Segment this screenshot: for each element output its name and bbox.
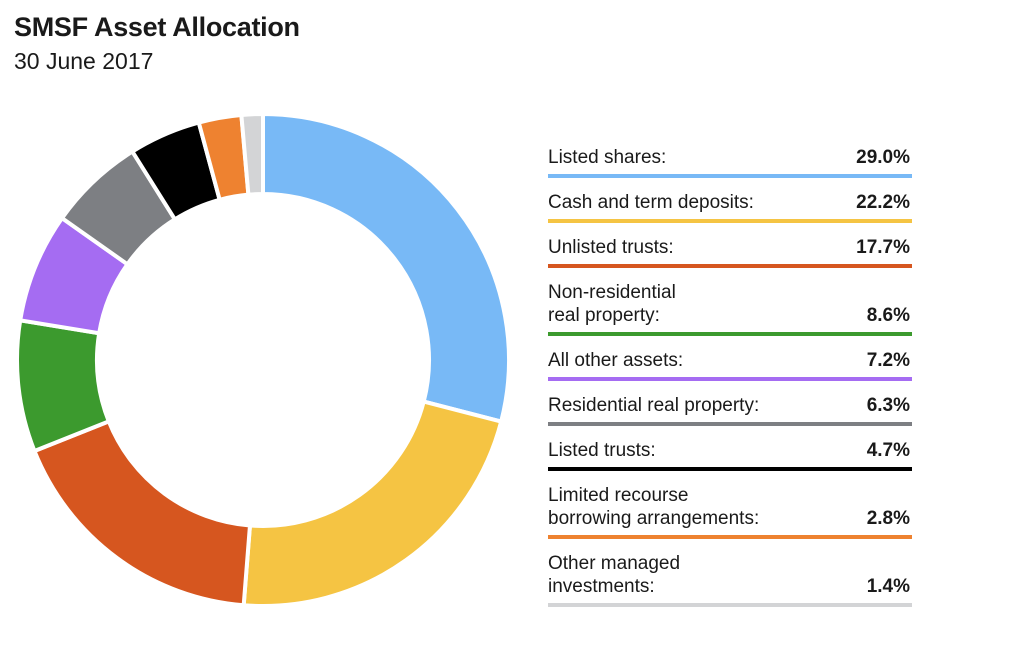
legend-value: 7.2% <box>866 350 910 371</box>
legend-label: Other managed investments: <box>548 553 681 597</box>
legend-label: Unlisted trusts: <box>548 237 674 258</box>
legend-item-1: Listed shares: 29.0% <box>548 140 912 178</box>
legend-value: 29.0% <box>856 147 910 168</box>
donut-slice-3 <box>31 418 253 608</box>
legend-label: Listed trusts: <box>548 440 656 461</box>
donut-slice-2 <box>241 399 504 608</box>
legend-label: Cash and term deposits: <box>548 192 754 213</box>
legend-item-3: Unlisted trusts: 17.7% <box>548 230 912 268</box>
legend-item-4: Non-residential real property: 8.6% <box>548 275 912 336</box>
legend-value: 8.6% <box>866 305 910 326</box>
legend-item-8: Limited recourse borrowing arrangements:… <box>548 478 912 539</box>
legend-item-9: Other managed investments: 1.4% <box>548 546 912 607</box>
chart-subtitle: 30 June 2017 <box>14 48 154 74</box>
legend-value: 1.4% <box>866 576 910 597</box>
legend-value: 4.7% <box>866 440 910 461</box>
legend-label: Residential real property: <box>548 395 760 416</box>
legend-value: 2.8% <box>866 508 910 529</box>
legend-label: Non-residential real property: <box>548 282 676 326</box>
legend-item-5: All other assets: 7.2% <box>548 343 912 381</box>
donut-slice-9 <box>239 111 265 197</box>
legend-item-6: Residential real property: 6.3% <box>548 388 912 426</box>
legend-value: 22.2% <box>856 192 910 213</box>
legend-value: 17.7% <box>856 237 910 258</box>
donut-chart <box>17 111 511 608</box>
donut-slice-1 <box>261 111 511 425</box>
legend-item-2: Cash and term deposits: 22.2% <box>548 185 912 223</box>
legend: Listed shares: 29.0% Cash and term deposit… <box>548 140 912 614</box>
legend-item-7: Listed trusts: 4.7% <box>548 433 912 471</box>
legend-label: Limited recourse borrowing arrangements: <box>548 485 760 529</box>
legend-label: All other assets: <box>548 350 684 371</box>
chart-title: SMSF Asset Allocation <box>14 12 300 42</box>
legend-value: 6.3% <box>866 395 910 416</box>
legend-label: Listed shares: <box>548 147 667 168</box>
